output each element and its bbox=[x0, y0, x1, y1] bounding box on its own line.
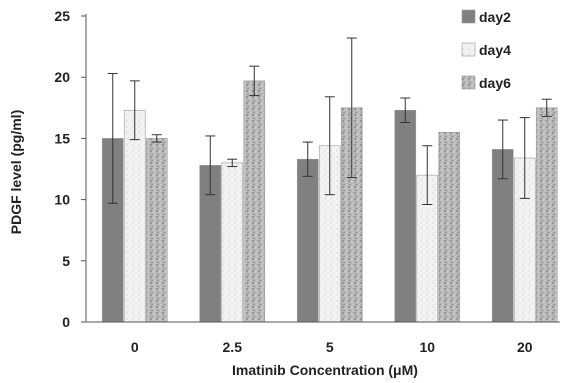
bar-day2-10 bbox=[394, 109, 417, 323]
x-tick-label: 0 bbox=[131, 339, 139, 355]
legend-swatch-day2 bbox=[461, 9, 476, 24]
y-tick-label: 5 bbox=[62, 253, 70, 269]
bar-day6-0 bbox=[145, 138, 168, 323]
x-tick-label: 10 bbox=[419, 339, 435, 355]
y-tick-label: 25 bbox=[54, 8, 70, 24]
x-axis-ticks: 0 2.5 5 10 20 bbox=[131, 339, 533, 355]
legend-swatch-day6 bbox=[461, 75, 476, 90]
legend-swatch-day4 bbox=[461, 42, 476, 57]
legend: day2 day4 day6 bbox=[461, 9, 511, 91]
bar-day6-2.5 bbox=[243, 80, 266, 323]
bar-day6-10 bbox=[438, 131, 461, 323]
bar-day4-2.5 bbox=[221, 162, 244, 323]
legend-label-day2: day2 bbox=[479, 9, 511, 25]
x-axis-title: Imatinib Concentration (μM) bbox=[232, 362, 418, 378]
y-tick-label: 20 bbox=[54, 69, 70, 85]
y-tick-label: 0 bbox=[62, 314, 70, 330]
y-axis-title: PDGF level (pg/ml) bbox=[8, 110, 24, 234]
x-tick-label: 2.5 bbox=[223, 339, 243, 355]
legend-label-day4: day4 bbox=[479, 42, 511, 58]
x-tick-label: 5 bbox=[326, 339, 334, 355]
x-tick-label: 20 bbox=[517, 339, 533, 355]
y-tick-label: 15 bbox=[54, 130, 70, 146]
bar-day4-0 bbox=[123, 109, 146, 323]
bars bbox=[101, 80, 558, 323]
bar-day2-5 bbox=[296, 158, 319, 323]
bar-day6-20 bbox=[535, 107, 558, 323]
y-axis-title-group: PDGF level (pg/ml) bbox=[8, 110, 24, 234]
axes bbox=[81, 14, 560, 323]
y-axis-ticks: 0 5 10 15 20 25 bbox=[54, 8, 70, 330]
y-tick-label: 10 bbox=[54, 192, 70, 208]
error-bars bbox=[107, 37, 552, 205]
legend-label-day6: day6 bbox=[479, 75, 511, 91]
